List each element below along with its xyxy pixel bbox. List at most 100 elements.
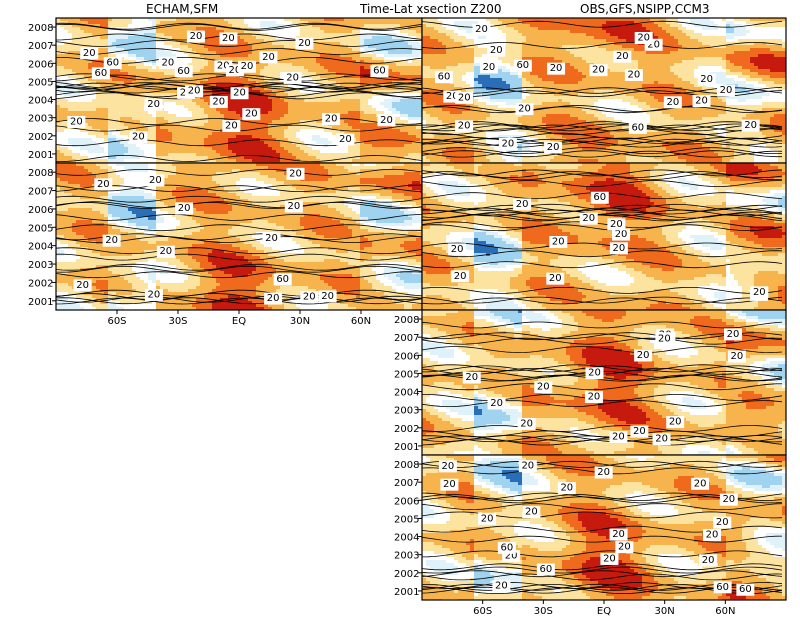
heatmap-cell [328,36,333,40]
heatmap-cell [308,123,313,127]
heatmap-cell [132,57,137,61]
heatmap-cell [92,36,97,40]
heatmap-cell [128,150,133,154]
heatmap-cell [64,33,69,37]
heatmap-cell [324,105,329,109]
heatmap-cell [352,126,357,130]
heatmap-cell [276,33,281,37]
heatmap-cell [412,75,417,79]
heatmap-cell [228,18,233,22]
heatmap-cell [200,48,205,52]
heatmap-cell [252,96,257,100]
heatmap-cell [312,90,317,94]
heatmap-cell [336,126,341,130]
heatmap-cell [124,108,129,112]
heatmap-cell [268,159,273,163]
heatmap-cell [168,132,173,136]
heatmap-cell [336,105,341,109]
heatmap-cell [84,78,89,82]
heatmap-cell [360,166,365,170]
heatmap-cell [236,156,241,160]
heatmap-cell [164,156,169,160]
heatmap-cell [212,39,217,43]
heatmap-cell [292,144,297,148]
heatmap-cell [232,132,237,136]
heatmap-cell [392,126,397,130]
heatmap-cell [56,87,61,91]
heatmap-cell [312,120,317,124]
heatmap-cell [144,51,149,55]
heatmap-cell [420,163,423,167]
heatmap-cell [108,84,113,88]
heatmap-cell [372,78,377,82]
heatmap-cell [348,24,353,28]
heatmap-cell [200,150,205,154]
heatmap-cell [336,102,341,106]
heatmap-cell [140,175,145,179]
heatmap-cell [340,54,345,58]
heatmap-cell [284,156,289,160]
heatmap-cell [156,144,161,148]
heatmap-cell [276,36,281,40]
heatmap-cell [120,172,125,176]
heatmap-cell [304,90,309,94]
heatmap-cell [376,108,381,112]
heatmap-cell [396,132,401,136]
heatmap-cell [388,166,393,170]
heatmap-cell [92,96,97,100]
heatmap-cell [236,99,241,103]
heatmap-cell [132,78,137,82]
heatmap-cell [192,172,197,176]
heatmap-cell [400,75,405,79]
heatmap-cell [288,163,293,167]
heatmap-cell [376,141,381,145]
heatmap-cell [408,147,413,151]
heatmap-cell [412,30,417,34]
heatmap-cell [216,51,221,55]
heatmap-cell [132,153,137,157]
heatmap-cell [152,72,157,76]
heatmap-cell [244,75,249,79]
heatmap-cell [220,93,225,97]
heatmap-cell [76,84,81,88]
heatmap-cell [260,120,265,124]
heatmap-cell [240,141,245,145]
heatmap-cell [288,105,293,109]
heatmap-cell [300,51,305,55]
heatmap-cell [332,135,337,139]
heatmap-cell [412,144,417,148]
heatmap-cell [404,147,409,151]
heatmap-cell [216,30,221,34]
heatmap-cell [316,150,321,154]
heatmap-cell [208,138,213,142]
heatmap-cell [96,123,101,127]
heatmap-cell [128,129,133,133]
heatmap-cell [400,144,405,148]
heatmap-cell [236,117,241,121]
heatmap-cell [204,126,209,130]
heatmap-cell [144,93,149,97]
heatmap-cell [324,45,329,49]
heatmap-cell [256,150,261,154]
heatmap-cell [180,153,185,157]
heatmap-cell [60,99,65,103]
heatmap-cell [116,126,121,130]
heatmap-cell [180,27,185,31]
heatmap-cell [80,24,85,28]
heatmap-cell [276,132,281,136]
heatmap-cell [288,108,293,112]
heatmap-cell [356,135,361,139]
heatmap-cell [364,78,369,82]
heatmap-cell [388,90,393,94]
heatmap-cell [372,114,377,118]
heatmap-cell [164,169,169,173]
heatmap-cell [144,21,149,25]
heatmap-cell [68,54,73,58]
heatmap-cell [304,166,309,170]
heatmap-cell [244,105,249,109]
heatmap-cell [364,36,369,40]
heatmap-cell [268,63,273,67]
heatmap-cell [304,147,309,151]
heatmap-cell [320,69,325,73]
heatmap-cell [172,117,177,121]
